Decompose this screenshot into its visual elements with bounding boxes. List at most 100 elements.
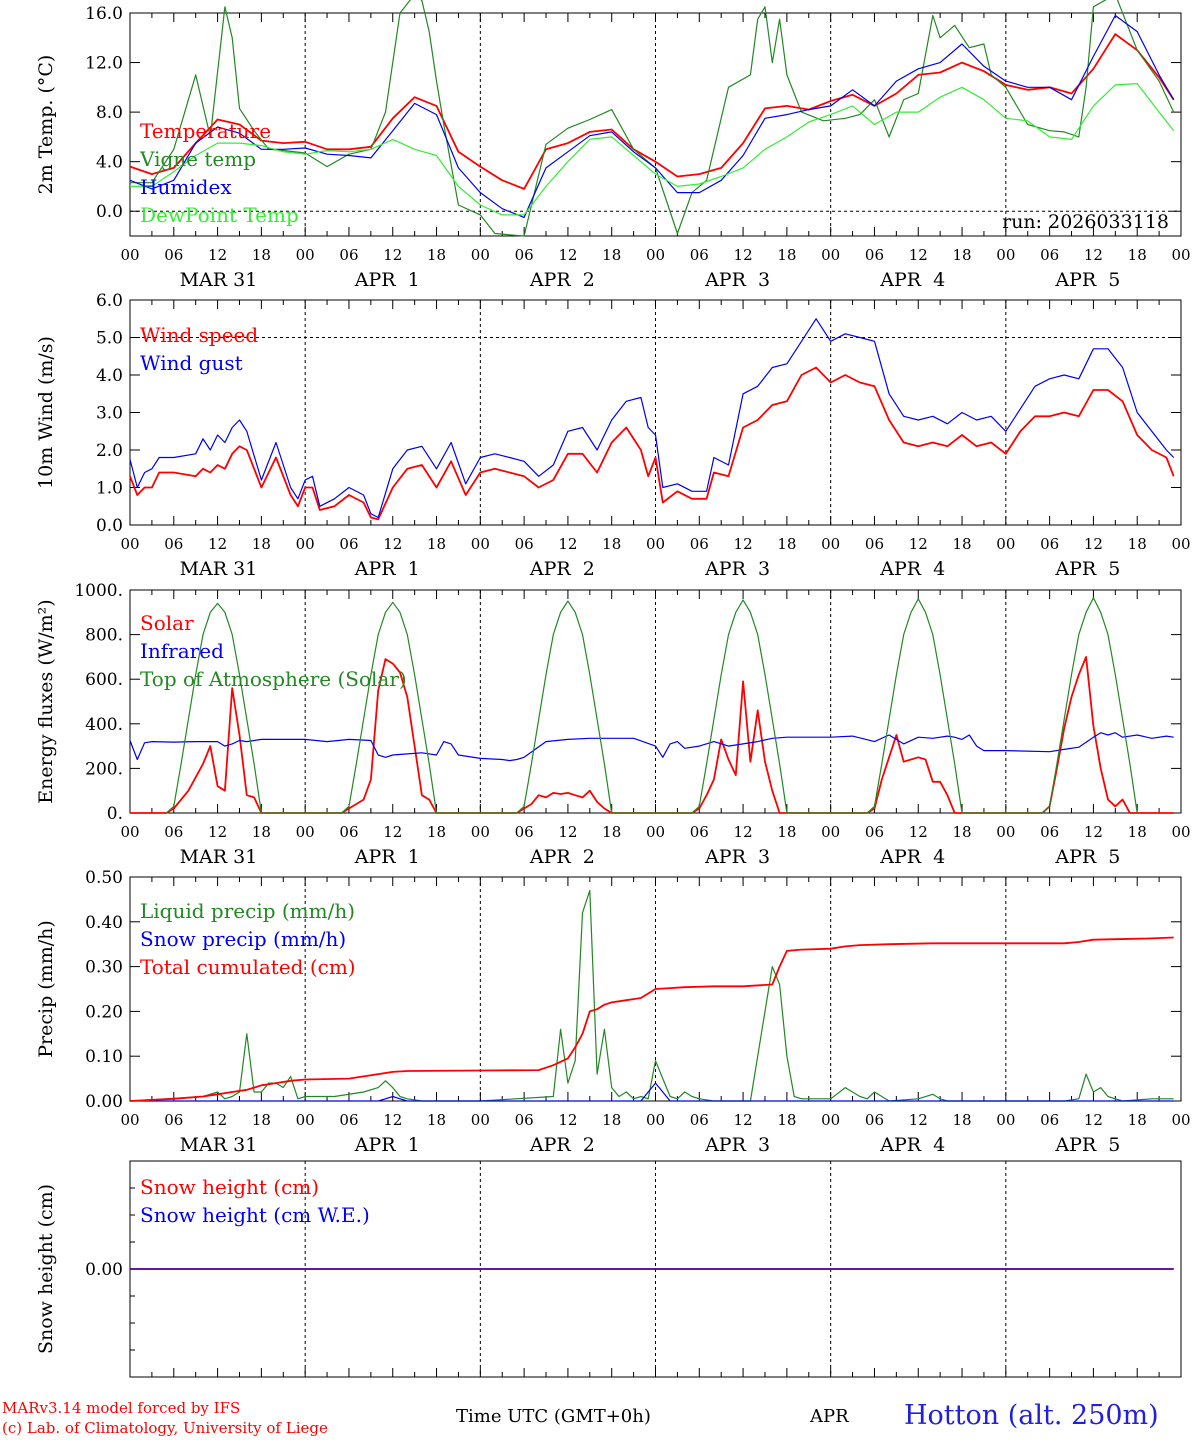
y-tick-label: 8.0 [96, 103, 123, 123]
y-axis-title: 10m Wind (m/s) [35, 336, 57, 489]
y-tick-label: 0.0 [96, 516, 123, 536]
day-label: APR 3 [704, 558, 770, 580]
day-label: APR 4 [879, 558, 945, 580]
day-label: APR 2 [529, 269, 595, 291]
hour-label: 00 [471, 823, 490, 841]
series-line-temp [129, 33, 1175, 190]
hour-label: 00 [821, 1111, 840, 1129]
day-label: APR 5 [1054, 1134, 1120, 1156]
hour-label: 06 [1040, 246, 1059, 264]
hour-label: 18 [1128, 535, 1147, 553]
y-tick-label: 400. [85, 715, 123, 735]
hour-label: 00 [996, 535, 1015, 553]
hour-label: 12 [1084, 823, 1103, 841]
series-line-precip [129, 936, 1174, 1102]
hour-label: 18 [602, 1111, 621, 1129]
day-label: MAR 31 [180, 269, 258, 291]
series-line-wind [129, 366, 1175, 521]
y-axis-title: 2m Temp. (°C) [35, 55, 57, 195]
legend-entry: Wind gust [140, 351, 243, 375]
hour-label: 00 [821, 823, 840, 841]
xaxis-title: Time UTC (GMT+0h) [456, 1406, 651, 1427]
y-tick-label: 2.0 [96, 441, 123, 461]
y-tick-label: 600. [85, 670, 123, 690]
hour-label: 06 [865, 823, 884, 841]
y-axis-title: Snow height (cm) [35, 1184, 57, 1354]
hour-label: 18 [602, 823, 621, 841]
hour-label: 12 [383, 535, 402, 553]
hour-label: 06 [865, 1111, 884, 1129]
hour-label: 06 [164, 535, 183, 553]
hour-label: 00 [1171, 823, 1190, 841]
hour-label: 06 [515, 1111, 534, 1129]
hour-label: 00 [821, 246, 840, 264]
hour-label: 00 [120, 1111, 139, 1129]
day-label: APR 2 [529, 1134, 595, 1156]
y-tick-label: 0.00 [85, 1260, 123, 1280]
hour-label: 18 [252, 1111, 271, 1129]
day-label: APR 1 [354, 1134, 420, 1156]
y-tick-label: 6.0 [96, 291, 123, 311]
hour-label: 12 [208, 1111, 227, 1129]
series-line-precip [129, 889, 1174, 1102]
y-tick-label: 200. [85, 759, 123, 779]
y-tick-label: 1000. [74, 581, 123, 601]
run-annotation: run: 2026033118 [1002, 211, 1169, 233]
hour-label: 18 [602, 246, 621, 264]
legend-entry: Wind speed [140, 323, 258, 347]
hour-label: 06 [1040, 535, 1059, 553]
y-tick-label: 4.0 [96, 153, 123, 173]
hour-label: 06 [339, 535, 358, 553]
day-label: MAR 31 [180, 558, 258, 580]
hour-label: 18 [952, 823, 971, 841]
hour-label: 18 [952, 246, 971, 264]
hour-label: 12 [734, 823, 753, 841]
hour-label: 18 [427, 246, 446, 264]
hour-label: 06 [865, 535, 884, 553]
hour-label: 00 [996, 246, 1015, 264]
day-label: APR 2 [529, 846, 595, 868]
hour-label: 18 [952, 1111, 971, 1129]
panel-frame-wind [129, 299, 1182, 526]
hour-label: 12 [558, 246, 577, 264]
series-line-temp [130, 82, 1175, 216]
hour-label: 12 [208, 535, 227, 553]
day-label: APR 5 [1054, 269, 1120, 291]
hour-label: 18 [1128, 823, 1147, 841]
hour-label: 00 [471, 246, 490, 264]
legend-entry: Liquid precip (mm/h) [140, 899, 355, 923]
hour-label: 06 [339, 246, 358, 264]
hour-label: 18 [252, 535, 271, 553]
y-tick-label: 4.0 [96, 366, 123, 386]
hour-label: 00 [821, 535, 840, 553]
day-label: APR 5 [1054, 846, 1120, 868]
hour-label: 00 [646, 823, 665, 841]
hour-label: 18 [777, 535, 796, 553]
hour-label: 00 [1171, 246, 1190, 264]
y-tick-label: 1.0 [96, 479, 123, 499]
legend-entry: Temperature [140, 119, 271, 143]
day-label: APR 3 [704, 846, 770, 868]
hour-label: 12 [208, 246, 227, 264]
hour-label: 06 [515, 823, 534, 841]
hour-label: 06 [690, 246, 709, 264]
hour-label: 06 [515, 246, 534, 264]
hour-label: 00 [996, 823, 1015, 841]
hour-label: 12 [558, 823, 577, 841]
hour-label: 18 [252, 246, 271, 264]
y-tick-label: 0.40 [85, 913, 123, 933]
day-label: APR 4 [879, 846, 945, 868]
y-tick-label: 0.00 [85, 1092, 123, 1112]
day-label: MAR 31 [180, 1134, 258, 1156]
day-label: APR 1 [354, 558, 420, 580]
y-tick-label: 0. [107, 804, 123, 824]
hour-label: 18 [1128, 1111, 1147, 1129]
hour-label: 12 [909, 823, 928, 841]
hour-label: 00 [1171, 1111, 1190, 1129]
hour-label: 12 [909, 246, 928, 264]
hour-label: 00 [646, 1111, 665, 1129]
hour-label: 12 [1084, 535, 1103, 553]
legend-entry: Solar [140, 611, 194, 635]
y-tick-label: 16.0 [85, 4, 123, 24]
y-tick-label: 0.10 [85, 1047, 123, 1067]
